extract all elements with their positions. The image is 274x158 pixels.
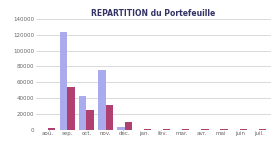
Bar (182, 129, 189, 130)
Bar (163, 129, 170, 130)
Bar (118, 127, 125, 130)
Bar (48, 128, 55, 130)
Bar (79, 96, 86, 130)
Bar (125, 122, 132, 130)
Bar (144, 129, 151, 130)
Bar (240, 129, 247, 130)
Bar (86, 110, 94, 130)
Bar (98, 70, 105, 130)
Bar (105, 105, 113, 130)
Bar (201, 129, 209, 130)
Bar (221, 129, 228, 130)
Title: REPARTITION du Portefeuille: REPARTITION du Portefeuille (91, 9, 216, 18)
Bar (67, 87, 75, 130)
Bar (60, 32, 67, 130)
Bar (259, 129, 266, 130)
